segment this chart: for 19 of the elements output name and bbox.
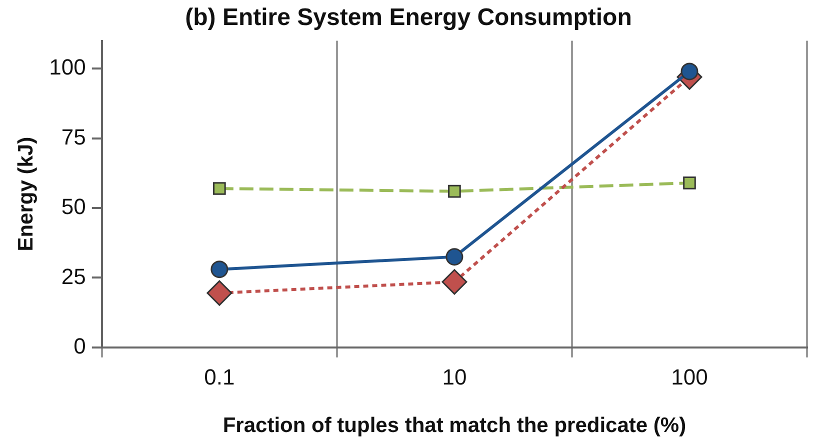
x-tick-label: 100 xyxy=(671,364,708,390)
point xyxy=(680,62,698,80)
point xyxy=(683,176,696,190)
y-tick-label: 25 xyxy=(61,264,86,289)
point xyxy=(210,260,228,278)
y-tick-label: 100 xyxy=(49,54,86,80)
point xyxy=(442,269,468,295)
y-axis-title: Energy (kJ) xyxy=(14,136,38,252)
y-tick-label: 75 xyxy=(61,124,86,150)
point xyxy=(213,182,226,195)
point xyxy=(448,184,461,198)
x-tick-label: 0.1 xyxy=(204,364,235,390)
y-tick-label: 50 xyxy=(61,194,86,220)
point xyxy=(206,280,232,306)
x-axis-title: Fraction of tuples that match the predicate (%) xyxy=(222,414,686,438)
chart-title: (b) Entire System Energy Consumption xyxy=(185,4,632,32)
point xyxy=(446,248,464,266)
y-tick-label: 0 xyxy=(74,333,86,358)
x-tick-label: 10 xyxy=(442,364,467,390)
